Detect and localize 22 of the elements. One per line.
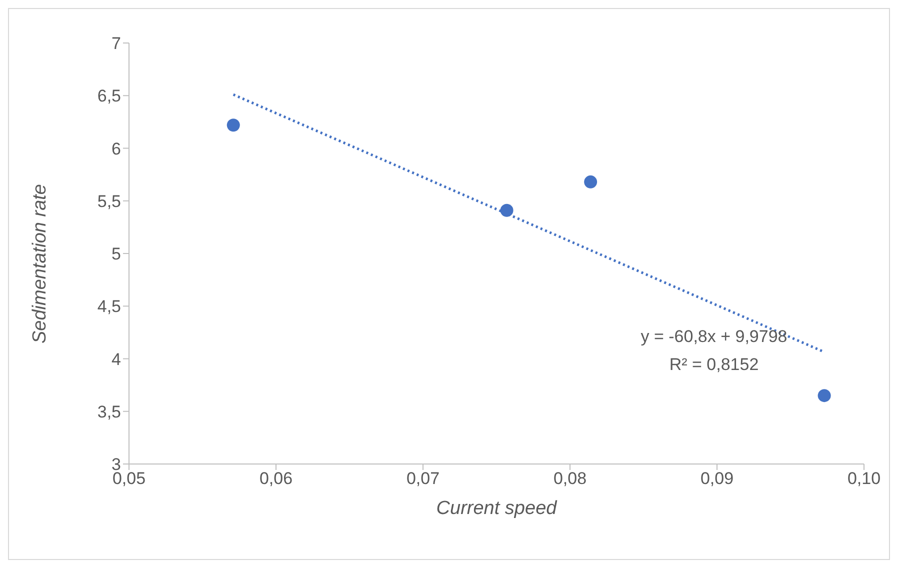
- x-tick-label: 0,07: [406, 469, 440, 488]
- y-axis-title: Sedimentation rate: [30, 184, 51, 344]
- y-tick-label: 4,5: [97, 297, 121, 316]
- annotation: R² = 0,8152: [668, 355, 760, 375]
- x-axis-title: Current speed: [436, 498, 558, 519]
- point: [226, 118, 240, 132]
- y-tick-label: 7: [112, 34, 121, 54]
- y-tick-label: 4: [112, 350, 121, 369]
- x-tick-label: 0,05: [112, 469, 146, 488]
- y-tick-label: 5: [112, 244, 121, 264]
- y-tick-label: 3,5: [97, 402, 121, 422]
- x-tick-label: 0,09: [700, 469, 734, 488]
- point: [818, 389, 831, 402]
- point: [500, 204, 514, 217]
- y-tick-label: 5,5: [97, 192, 121, 211]
- x-tick-label: 0,10: [847, 469, 881, 488]
- y-tick-label: 6,5: [97, 86, 121, 106]
- x-tick-label: 0,08: [553, 469, 587, 488]
- point: [584, 175, 598, 188]
- y-tick-label: 6: [112, 139, 121, 158]
- x-tick-label: 0,06: [259, 469, 293, 488]
- annotation: y = -60,8x + 9,9798: [640, 327, 788, 347]
